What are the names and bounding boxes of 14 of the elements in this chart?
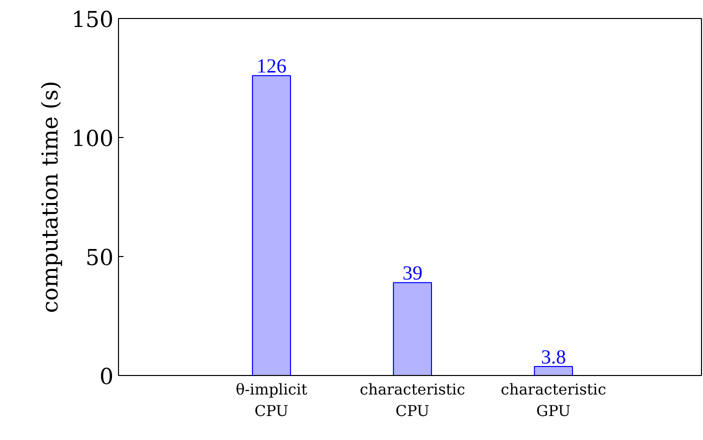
y-tick-label: 150	[72, 8, 114, 33]
y-axis-title: computation time (s)	[38, 80, 64, 314]
bar	[252, 75, 292, 376]
data-label: 126	[256, 56, 286, 78]
bar	[534, 366, 573, 376]
x-tick-label: characteristic CPU	[360, 380, 466, 420]
y-tick-label: 0	[100, 365, 114, 390]
y-tick-label: 100	[72, 127, 114, 152]
y-tick-label: 50	[86, 246, 114, 271]
x-tick-label: θ-implicit CPU	[236, 380, 308, 420]
bar	[392, 282, 432, 376]
data-label: 39	[402, 262, 422, 285]
x-tick-label: characteristic GPU	[500, 380, 606, 420]
data-label: 3.8	[540, 346, 566, 368]
